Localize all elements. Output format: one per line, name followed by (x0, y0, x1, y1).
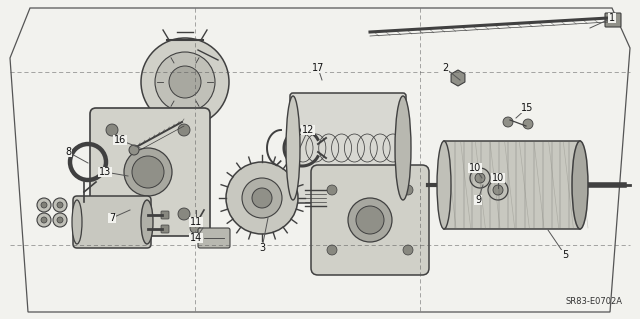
Circle shape (155, 52, 215, 112)
Ellipse shape (395, 96, 411, 200)
Circle shape (488, 180, 508, 200)
Circle shape (190, 223, 200, 233)
Circle shape (41, 217, 47, 223)
Circle shape (403, 245, 413, 255)
FancyBboxPatch shape (161, 211, 169, 219)
Circle shape (475, 173, 485, 183)
Text: 17: 17 (312, 63, 324, 73)
Circle shape (178, 124, 190, 136)
Ellipse shape (141, 200, 153, 244)
Circle shape (178, 208, 190, 220)
Text: 1: 1 (609, 13, 615, 23)
Text: 2: 2 (442, 63, 448, 73)
Circle shape (141, 38, 229, 126)
Circle shape (41, 202, 47, 208)
Circle shape (129, 145, 139, 155)
Circle shape (403, 185, 413, 195)
Ellipse shape (572, 141, 588, 229)
Circle shape (53, 213, 67, 227)
FancyBboxPatch shape (161, 225, 169, 233)
FancyBboxPatch shape (90, 108, 210, 236)
Text: 5: 5 (562, 250, 568, 260)
Circle shape (493, 185, 503, 195)
Text: 9: 9 (475, 195, 481, 205)
Text: 10: 10 (469, 163, 481, 173)
FancyBboxPatch shape (73, 196, 151, 248)
Text: 10: 10 (492, 173, 504, 183)
Circle shape (356, 206, 384, 234)
FancyBboxPatch shape (444, 141, 580, 229)
Text: 13: 13 (99, 167, 111, 177)
Circle shape (124, 148, 172, 196)
Ellipse shape (72, 200, 82, 244)
FancyBboxPatch shape (605, 13, 621, 27)
Circle shape (169, 66, 201, 98)
Circle shape (242, 178, 282, 218)
Text: SR83-E0702A: SR83-E0702A (565, 297, 622, 306)
FancyBboxPatch shape (290, 93, 406, 203)
Circle shape (252, 188, 272, 208)
Text: 3: 3 (259, 243, 265, 253)
Circle shape (523, 119, 533, 129)
Text: 14: 14 (190, 233, 202, 243)
Circle shape (132, 156, 164, 188)
Circle shape (106, 124, 118, 136)
Circle shape (348, 198, 392, 242)
Circle shape (37, 213, 51, 227)
Ellipse shape (437, 141, 451, 229)
Circle shape (106, 208, 118, 220)
Text: 15: 15 (521, 103, 533, 113)
Text: 8: 8 (65, 147, 71, 157)
Ellipse shape (286, 96, 300, 200)
Text: 16: 16 (114, 135, 126, 145)
Circle shape (57, 202, 63, 208)
Circle shape (327, 185, 337, 195)
Circle shape (503, 117, 513, 127)
Circle shape (57, 217, 63, 223)
Circle shape (53, 198, 67, 212)
Circle shape (327, 245, 337, 255)
Text: 7: 7 (109, 213, 115, 223)
FancyBboxPatch shape (198, 228, 230, 248)
Circle shape (37, 198, 51, 212)
Circle shape (226, 162, 298, 234)
Text: 12: 12 (302, 125, 314, 135)
Circle shape (470, 168, 490, 188)
FancyBboxPatch shape (311, 165, 429, 275)
Text: 11: 11 (190, 217, 202, 227)
